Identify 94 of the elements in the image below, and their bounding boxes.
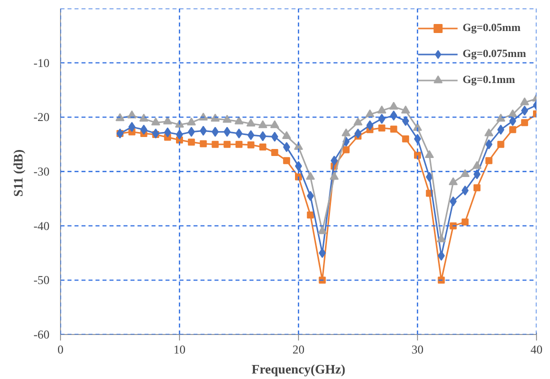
point xyxy=(414,152,421,159)
point xyxy=(246,118,256,126)
y-axis-title: S11 (dB) xyxy=(10,149,26,197)
y-tick-label: -40 xyxy=(34,218,50,233)
x-tick-label: 10 xyxy=(174,342,186,356)
x-tick-label: 20 xyxy=(292,342,304,356)
point xyxy=(389,102,398,110)
point xyxy=(270,120,280,128)
point xyxy=(294,142,303,150)
point xyxy=(163,116,172,124)
point xyxy=(342,146,350,154)
legend-label: Gg=0.05mm xyxy=(462,22,520,34)
point xyxy=(306,172,315,180)
y-tick-label: -10 xyxy=(34,56,50,70)
y-tick-label: -50 xyxy=(34,273,50,288)
point xyxy=(377,106,386,114)
point xyxy=(424,150,434,158)
point xyxy=(462,186,469,196)
point xyxy=(401,106,410,114)
point xyxy=(484,128,494,136)
x-tick-label: 0 xyxy=(58,342,64,356)
x-tick-label: 40 xyxy=(530,342,542,356)
point xyxy=(186,117,196,126)
point xyxy=(330,172,339,180)
point xyxy=(330,156,338,166)
point xyxy=(438,250,445,261)
point xyxy=(509,116,516,126)
point xyxy=(521,106,528,116)
legend-label: Gg=0.1mm xyxy=(462,74,515,86)
point xyxy=(151,117,160,126)
point xyxy=(140,124,148,135)
point xyxy=(378,124,386,132)
point xyxy=(236,140,242,148)
point xyxy=(222,114,232,123)
point xyxy=(342,128,351,136)
point xyxy=(508,109,518,118)
point xyxy=(247,130,254,140)
point xyxy=(259,144,266,151)
point xyxy=(520,97,530,106)
point xyxy=(450,196,457,206)
point xyxy=(402,116,410,126)
point xyxy=(436,234,446,242)
y-tick-label: -20 xyxy=(34,110,50,124)
point xyxy=(152,128,160,138)
point xyxy=(448,177,458,186)
point xyxy=(128,122,136,132)
point xyxy=(259,131,266,142)
legend-label: Gg=0.075mm xyxy=(462,48,526,60)
point xyxy=(460,169,470,178)
point xyxy=(378,114,386,124)
point xyxy=(283,157,290,164)
x-axis-title: Frequency(GHz) xyxy=(252,362,346,376)
x-tick-label: 30 xyxy=(412,342,424,356)
point xyxy=(188,138,195,146)
point xyxy=(413,122,422,131)
point xyxy=(283,142,290,152)
point xyxy=(271,148,278,156)
point xyxy=(164,127,172,138)
point xyxy=(497,140,504,148)
point xyxy=(390,110,398,121)
point xyxy=(224,126,231,137)
point xyxy=(212,126,219,137)
point xyxy=(485,139,492,150)
point xyxy=(188,126,195,137)
point xyxy=(306,190,314,201)
point xyxy=(390,126,398,133)
point xyxy=(509,126,516,134)
point xyxy=(426,172,433,182)
y-tick-label: -30 xyxy=(34,164,50,178)
point xyxy=(318,248,326,258)
y-tick-label: -60 xyxy=(34,328,50,342)
point xyxy=(365,109,374,118)
point xyxy=(474,184,480,192)
point xyxy=(496,114,506,122)
point xyxy=(258,120,268,128)
point xyxy=(472,160,482,169)
point xyxy=(462,218,469,226)
point xyxy=(306,211,314,218)
point xyxy=(200,140,207,148)
point xyxy=(485,157,492,164)
point xyxy=(212,140,219,148)
point xyxy=(282,131,292,139)
point xyxy=(271,132,278,142)
point xyxy=(366,120,374,130)
point xyxy=(234,116,244,124)
point xyxy=(354,117,362,126)
point xyxy=(497,124,504,135)
point xyxy=(224,140,231,148)
point xyxy=(200,126,207,136)
point xyxy=(402,135,410,142)
point xyxy=(521,119,528,126)
point xyxy=(318,226,327,234)
point xyxy=(139,114,148,122)
point xyxy=(247,141,254,148)
